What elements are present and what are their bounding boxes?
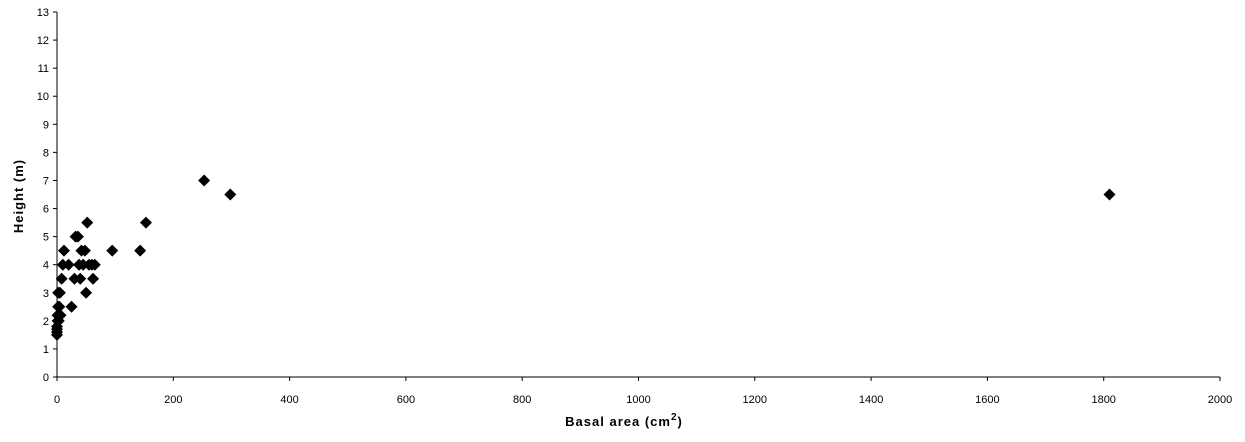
y-tick-label: 0 (43, 372, 49, 384)
data-points (51, 174, 1116, 341)
x-tick-label: 800 (513, 394, 531, 406)
y-tick-label: 8 (43, 147, 49, 159)
x-ticks: 0 200 400 600 800 1000 1200 1400 1600 1800 2000 (54, 377, 1232, 406)
data-point (1103, 188, 1116, 201)
x-tick-label: 2000 (1208, 394, 1232, 406)
x-tick-label: 600 (397, 394, 415, 406)
x-tick-label: 1200 (743, 394, 767, 406)
y-tick-label: 6 (43, 204, 49, 216)
data-point (224, 188, 237, 201)
data-point (139, 216, 152, 229)
y-tick-label: 9 (43, 119, 49, 131)
x-tick-label: 1000 (626, 394, 650, 406)
x-tick-label: 1800 (1091, 394, 1115, 406)
y-tick-label: 3 (43, 288, 49, 300)
y-tick-label: 11 (38, 63, 49, 75)
data-point (74, 272, 87, 285)
x-axis-title-main: Basal area (cm (565, 414, 671, 429)
data-point (53, 286, 66, 299)
data-point (88, 258, 101, 271)
y-tick-label: 13 (37, 7, 49, 19)
data-point (71, 230, 84, 243)
y-tick-label: 7 (43, 175, 49, 187)
data-point (106, 244, 119, 257)
y-tick-label: 5 (43, 232, 49, 244)
y-tick-label: 10 (37, 91, 49, 103)
data-point (62, 258, 75, 271)
data-point (80, 286, 93, 299)
x-tick-label: 400 (280, 394, 298, 406)
x-tick-label: 1600 (975, 394, 999, 406)
data-point (57, 244, 70, 257)
data-point (198, 174, 211, 187)
y-tick-label: 2 (43, 316, 49, 328)
x-axis-title: Basal area (cm2) (565, 412, 683, 429)
data-point (81, 216, 94, 229)
x-tick-label: 0 (54, 394, 60, 406)
y-axis-title: Height (m) (11, 159, 26, 233)
data-point (134, 244, 147, 257)
data-point (78, 244, 91, 257)
data-point (54, 309, 67, 322)
x-tick-label: 1400 (859, 394, 883, 406)
data-point (53, 300, 66, 313)
y-tick-label: 12 (37, 35, 49, 47)
y-tick-label: 1 (43, 344, 49, 356)
x-axis-title-end: ) (678, 414, 683, 429)
y-tick-label: 4 (43, 260, 49, 272)
x-tick-label: 200 (164, 394, 182, 406)
data-point (87, 272, 100, 285)
data-point (55, 272, 68, 285)
x-axis-title-superscript: 2 (671, 412, 678, 423)
data-point (65, 300, 78, 313)
